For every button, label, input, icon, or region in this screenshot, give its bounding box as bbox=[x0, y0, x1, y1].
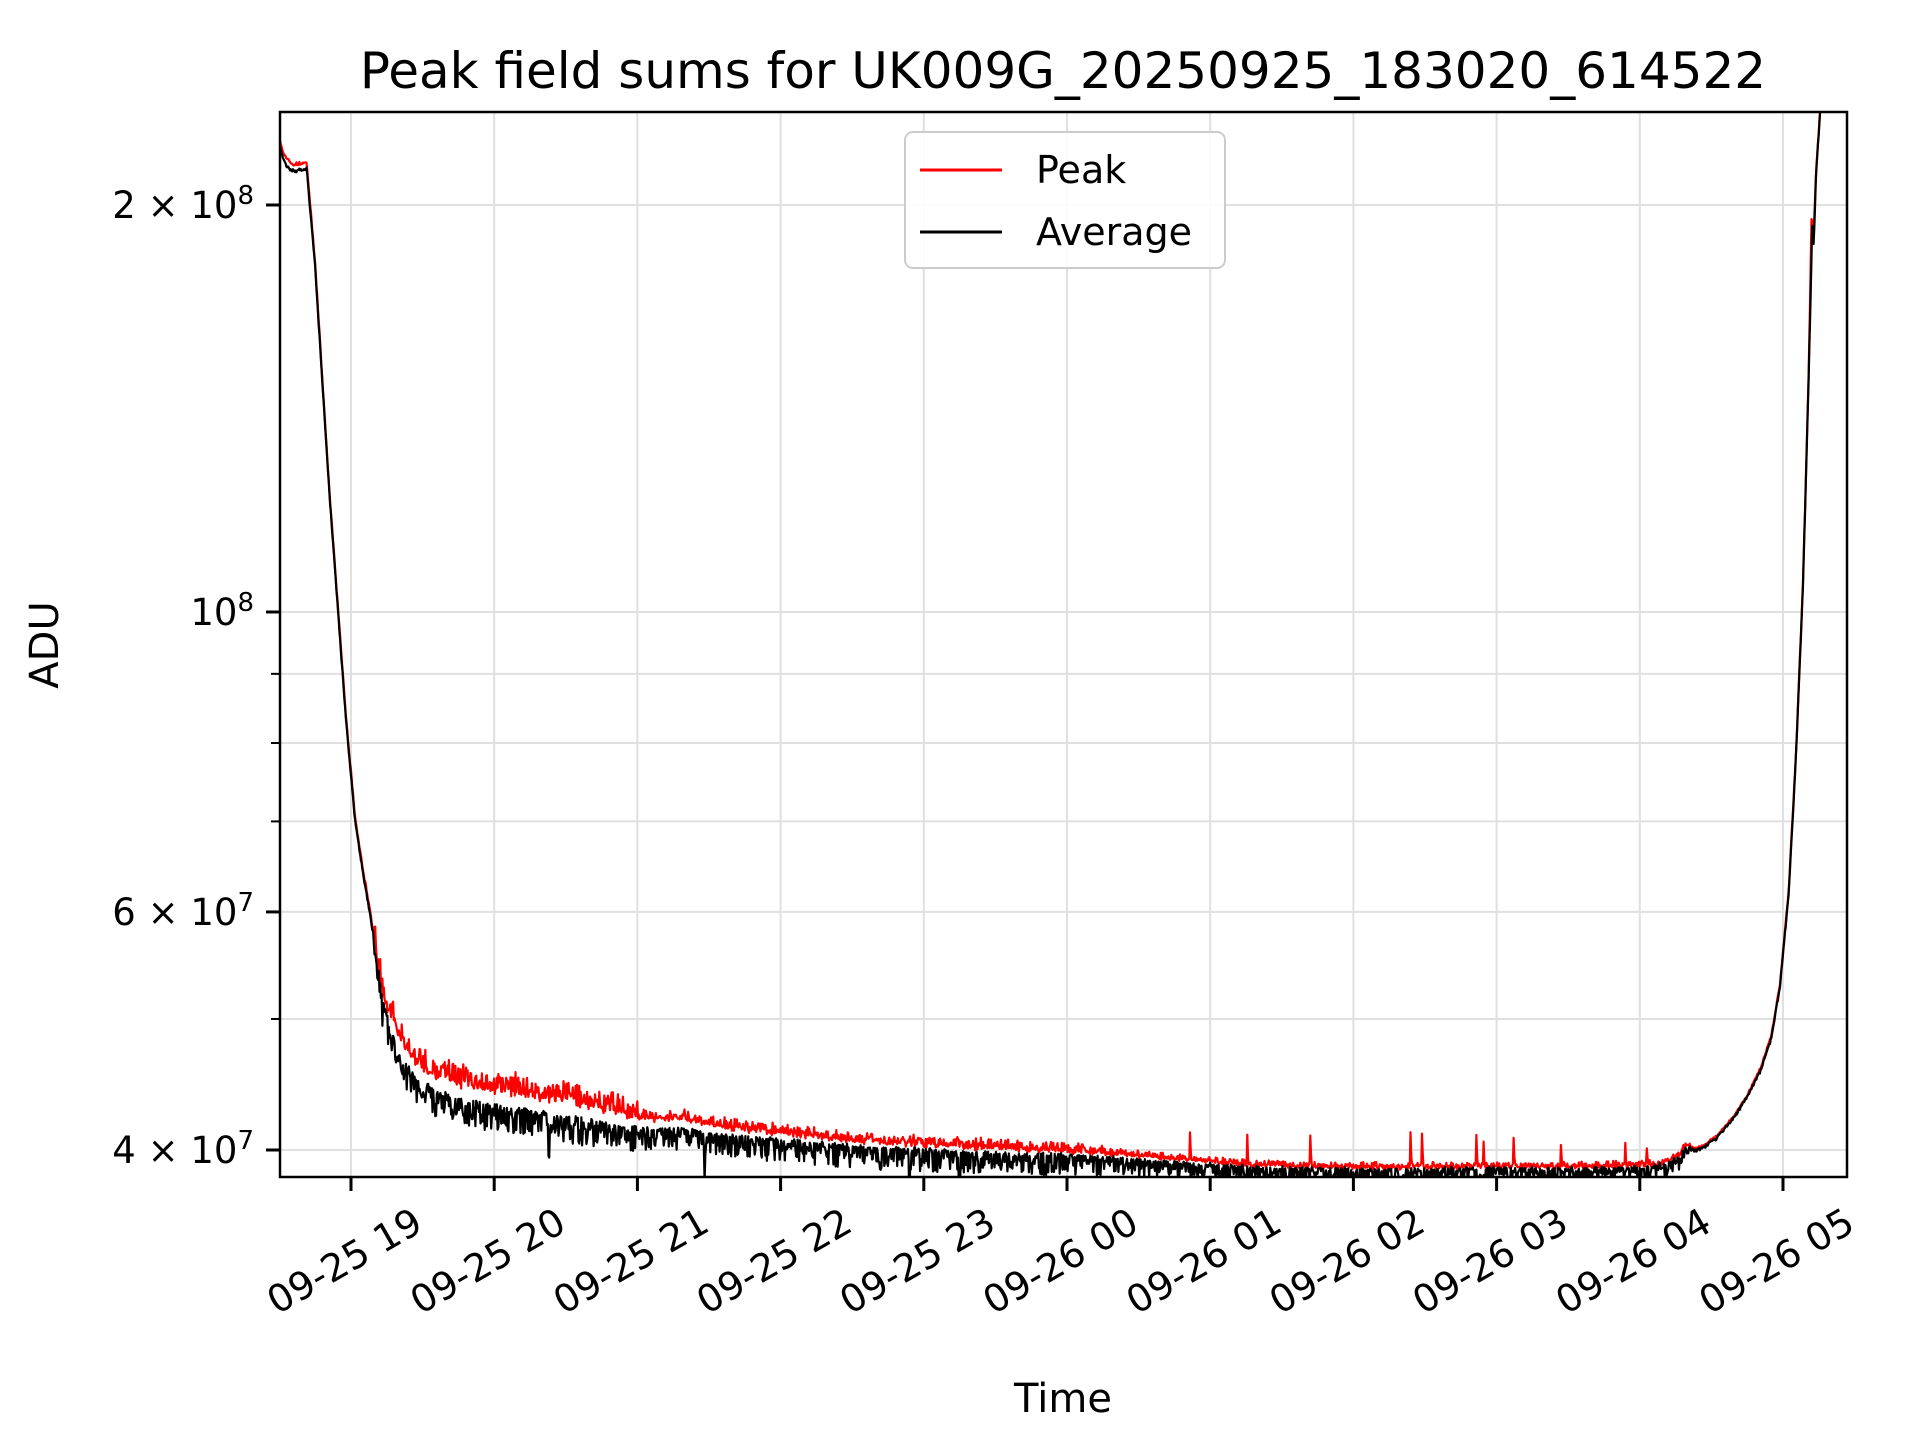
x-tick-label: 09-25 22 bbox=[689, 1199, 859, 1323]
legend-box bbox=[904, 131, 1226, 269]
x-tick-label: 09-26 05 bbox=[1692, 1199, 1862, 1323]
y-tick-label: 2 × 108 bbox=[112, 181, 254, 227]
grid-lines bbox=[280, 112, 1847, 1177]
x-tick-label: 09-25 20 bbox=[403, 1199, 573, 1323]
data-series bbox=[280, 112, 1822, 1177]
y-tick-label: 4 × 107 bbox=[112, 1126, 254, 1172]
x-tick-label: 09-26 03 bbox=[1405, 1199, 1575, 1323]
legend-label-average: Average bbox=[1036, 210, 1192, 254]
y-tick-label: 108 bbox=[190, 588, 254, 634]
y-axis-label: ADU bbox=[22, 601, 68, 688]
x-tick-label: 09-25 21 bbox=[546, 1199, 716, 1323]
x-tick-label: 09-25 19 bbox=[260, 1199, 430, 1323]
x-tick-label: 09-26 04 bbox=[1548, 1199, 1718, 1323]
x-tick-label: 09-25 23 bbox=[832, 1199, 1002, 1323]
chart-title: Peak field sums for UK009G_20250925_1830… bbox=[360, 42, 1766, 100]
x-tick-label: 09-26 00 bbox=[976, 1199, 1146, 1323]
x-axis-label: Time bbox=[1013, 1376, 1112, 1422]
axis-ticks bbox=[266, 203, 1785, 1191]
legend: Peak Average bbox=[904, 131, 1226, 269]
legend-label-peak: Peak bbox=[1036, 148, 1126, 192]
y-tick-label: 6 × 107 bbox=[112, 888, 254, 934]
series-line-average bbox=[280, 112, 1822, 1177]
x-tick-label: 09-26 01 bbox=[1119, 1199, 1289, 1323]
plot-area-frame bbox=[278, 110, 1849, 1179]
x-tick-label: 09-26 02 bbox=[1262, 1199, 1432, 1323]
